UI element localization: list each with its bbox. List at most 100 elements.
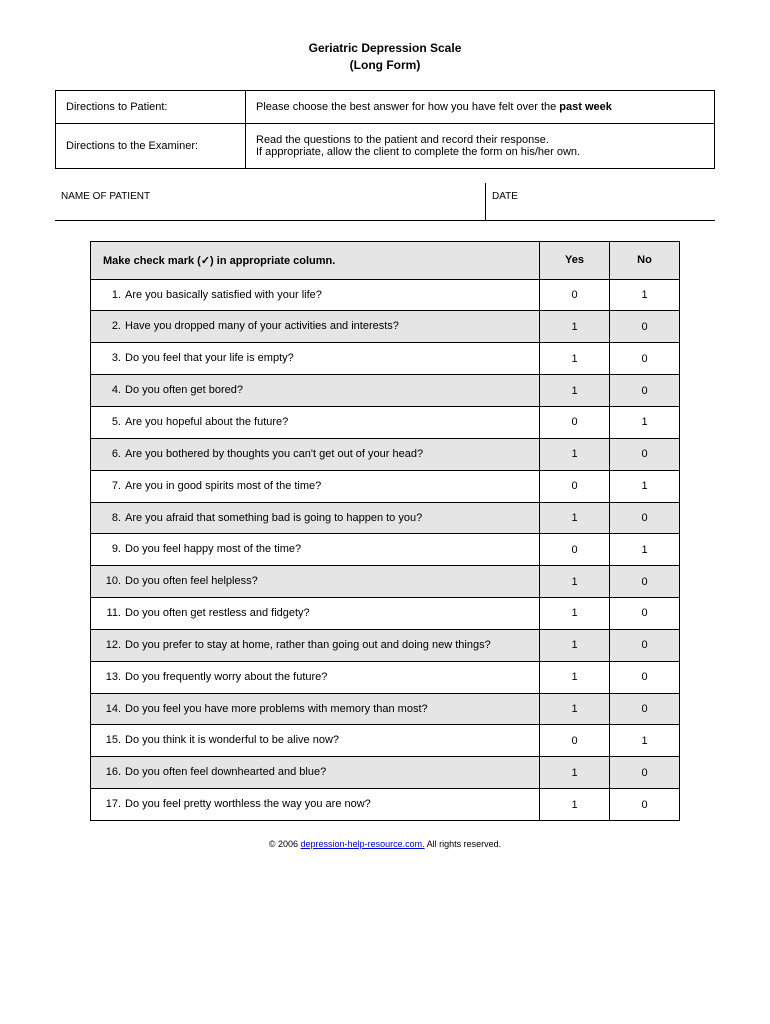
question-text: Are you basically satisfied with your li… bbox=[125, 288, 533, 303]
question-cell: 5.Are you hopeful about the future? bbox=[91, 406, 540, 438]
question-number: 2. bbox=[103, 319, 125, 334]
question-cell: 17.Do you feel pretty worthless the way … bbox=[91, 789, 540, 821]
yes-cell[interactable]: 1 bbox=[540, 566, 610, 598]
no-cell[interactable]: 0 bbox=[610, 502, 680, 534]
questions-body: 1.Are you basically satisfied with your … bbox=[91, 279, 680, 820]
no-cell[interactable]: 1 bbox=[610, 279, 680, 311]
directions-patient-text: Please choose the best answer for how yo… bbox=[246, 90, 715, 123]
no-cell[interactable]: 0 bbox=[610, 661, 680, 693]
question-number: 9. bbox=[103, 542, 125, 557]
patient-info-row: NAME OF PATIENT DATE bbox=[55, 183, 715, 221]
question-cell: 4.Do you often get bored? bbox=[91, 375, 540, 407]
directions-examiner-text: Read the questions to the patient and re… bbox=[246, 123, 715, 168]
question-cell: 11.Do you often get restless and fidgety… bbox=[91, 598, 540, 630]
no-cell[interactable]: 1 bbox=[610, 725, 680, 757]
title-line-1: Geriatric Depression Scale bbox=[55, 40, 715, 57]
question-number: 15. bbox=[103, 733, 125, 748]
date-field[interactable]: DATE bbox=[485, 183, 715, 220]
yes-cell[interactable]: 1 bbox=[540, 311, 610, 343]
header-no: No bbox=[610, 241, 680, 279]
question-row: 10.Do you often feel helpless?10 bbox=[91, 566, 680, 598]
question-row: 5.Are you hopeful about the future?01 bbox=[91, 406, 680, 438]
question-text: Are you hopeful about the future? bbox=[125, 415, 533, 430]
question-number: 1. bbox=[103, 288, 125, 303]
question-number: 12. bbox=[103, 638, 125, 653]
question-number: 11. bbox=[103, 606, 125, 621]
header-instruction: Make check mark (✓) in appropriate colum… bbox=[91, 241, 540, 279]
question-number: 17. bbox=[103, 797, 125, 812]
no-cell[interactable]: 0 bbox=[610, 343, 680, 375]
question-cell: 13.Do you frequently worry about the fut… bbox=[91, 661, 540, 693]
yes-cell[interactable]: 1 bbox=[540, 598, 610, 630]
yes-cell[interactable]: 0 bbox=[540, 534, 610, 566]
question-cell: 9.Do you feel happy most of the time? bbox=[91, 534, 540, 566]
document-title: Geriatric Depression Scale (Long Form) bbox=[55, 40, 715, 74]
question-row: 2.Have you dropped many of your activiti… bbox=[91, 311, 680, 343]
question-cell: 8.Are you afraid that something bad is g… bbox=[91, 502, 540, 534]
question-row: 13.Do you frequently worry about the fut… bbox=[91, 661, 680, 693]
footer-link[interactable]: depression-help-resource.com. bbox=[301, 839, 425, 849]
no-cell[interactable]: 0 bbox=[610, 757, 680, 789]
patient-name-field[interactable]: NAME OF PATIENT bbox=[55, 183, 485, 220]
footer-copyright-pre: © 2006 bbox=[269, 839, 301, 849]
yes-cell[interactable]: 0 bbox=[540, 470, 610, 502]
yes-cell[interactable]: 1 bbox=[540, 375, 610, 407]
yes-cell[interactable]: 1 bbox=[540, 693, 610, 725]
yes-cell[interactable]: 1 bbox=[540, 661, 610, 693]
directions-table: Directions to Patient: Please choose the… bbox=[55, 90, 715, 169]
question-number: 16. bbox=[103, 765, 125, 780]
directions-examiner-line1: Read the questions to the patient and re… bbox=[256, 134, 549, 146]
yes-cell[interactable]: 0 bbox=[540, 406, 610, 438]
question-text: Do you feel that your life is empty? bbox=[125, 351, 533, 366]
yes-cell[interactable]: 1 bbox=[540, 629, 610, 661]
question-row: 8.Are you afraid that something bad is g… bbox=[91, 502, 680, 534]
directions-patient-text-bold: past week bbox=[559, 101, 612, 113]
yes-cell[interactable]: 0 bbox=[540, 279, 610, 311]
patient-name-label: NAME OF PATIENT bbox=[61, 191, 150, 202]
no-cell[interactable]: 1 bbox=[610, 406, 680, 438]
question-row: 7.Are you in good spirits most of the ti… bbox=[91, 470, 680, 502]
question-cell: 7.Are you in good spirits most of the ti… bbox=[91, 470, 540, 502]
no-cell[interactable]: 0 bbox=[610, 566, 680, 598]
question-row: 1.Are you basically satisfied with your … bbox=[91, 279, 680, 311]
question-row: 12.Do you prefer to stay at home, rather… bbox=[91, 629, 680, 661]
question-cell: 12.Do you prefer to stay at home, rather… bbox=[91, 629, 540, 661]
question-text: Do you often get restless and fidgety? bbox=[125, 606, 533, 621]
question-text: Are you bothered by thoughts you can't g… bbox=[125, 447, 533, 462]
question-row: 15.Do you think it is wonderful to be al… bbox=[91, 725, 680, 757]
no-cell[interactable]: 0 bbox=[610, 789, 680, 821]
title-line-2: (Long Form) bbox=[55, 57, 715, 74]
yes-cell[interactable]: 1 bbox=[540, 343, 610, 375]
question-text: Do you think it is wonderful to be alive… bbox=[125, 733, 533, 748]
question-text: Do you feel you have more problems with … bbox=[125, 702, 533, 717]
no-cell[interactable]: 0 bbox=[610, 311, 680, 343]
no-cell[interactable]: 0 bbox=[610, 598, 680, 630]
question-text: Do you feel happy most of the time? bbox=[125, 542, 533, 557]
yes-cell[interactable]: 1 bbox=[540, 757, 610, 789]
question-row: 16.Do you often feel downhearted and blu… bbox=[91, 757, 680, 789]
document-page: Geriatric Depression Scale (Long Form) D… bbox=[0, 0, 770, 869]
question-text: Do you often feel downhearted and blue? bbox=[125, 765, 533, 780]
yes-cell[interactable]: 0 bbox=[540, 725, 610, 757]
yes-cell[interactable]: 1 bbox=[540, 789, 610, 821]
question-number: 4. bbox=[103, 383, 125, 398]
header-yes: Yes bbox=[540, 241, 610, 279]
question-row: 17.Do you feel pretty worthless the way … bbox=[91, 789, 680, 821]
question-row: 6.Are you bothered by thoughts you can't… bbox=[91, 438, 680, 470]
no-cell[interactable]: 1 bbox=[610, 470, 680, 502]
question-cell: 14.Do you feel you have more problems wi… bbox=[91, 693, 540, 725]
yes-cell[interactable]: 1 bbox=[540, 502, 610, 534]
questions-table: Make check mark (✓) in appropriate colum… bbox=[90, 241, 680, 821]
questions-section: Make check mark (✓) in appropriate colum… bbox=[55, 241, 715, 821]
question-number: 13. bbox=[103, 670, 125, 685]
no-cell[interactable]: 0 bbox=[610, 438, 680, 470]
question-number: 3. bbox=[103, 351, 125, 366]
question-number: 7. bbox=[103, 479, 125, 494]
no-cell[interactable]: 0 bbox=[610, 375, 680, 407]
question-number: 10. bbox=[103, 574, 125, 589]
no-cell[interactable]: 1 bbox=[610, 534, 680, 566]
question-row: 11.Do you often get restless and fidgety… bbox=[91, 598, 680, 630]
yes-cell[interactable]: 1 bbox=[540, 438, 610, 470]
no-cell[interactable]: 0 bbox=[610, 693, 680, 725]
no-cell[interactable]: 0 bbox=[610, 629, 680, 661]
